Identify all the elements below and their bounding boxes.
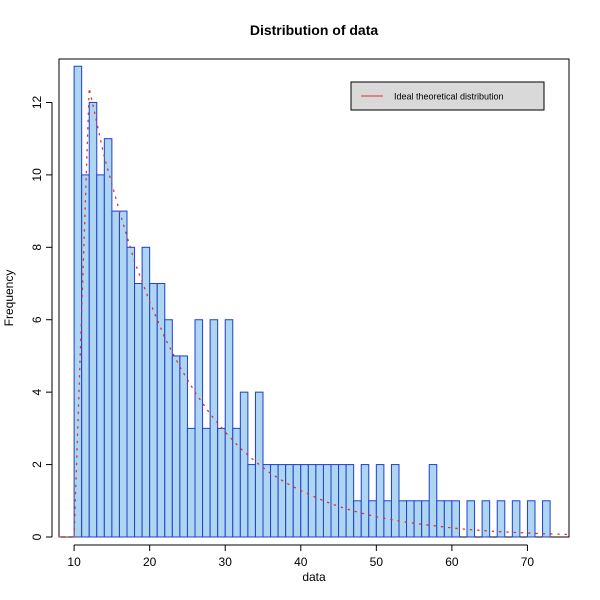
legend: Ideal theoretical distribution: [350, 81, 545, 111]
histogram-bar: [496, 500, 506, 538]
histogram-bar: [103, 138, 113, 538]
y-tick-label: 0: [30, 533, 44, 540]
x-tick-label: 40: [294, 555, 308, 569]
histogram-bar: [186, 427, 196, 538]
theoretical-curve: [58, 87, 570, 538]
histogram-bar: [118, 210, 128, 538]
histogram-bar: [368, 500, 377, 538]
histogram-bar: [421, 500, 430, 538]
histogram-bar: [194, 319, 204, 538]
histogram-bar: [164, 319, 173, 538]
x-axis: 10 20 30 40 50 60 70: [67, 544, 535, 569]
x-axis-label: data: [302, 570, 326, 584]
histogram-bar: [134, 283, 143, 538]
x-tick-label: 60: [445, 555, 459, 569]
histogram-bar: [413, 500, 423, 538]
histogram-bar: [300, 464, 309, 538]
x-tick-label: 10: [67, 555, 81, 569]
histogram-bar: [277, 464, 287, 538]
chart-title: Distribution of data: [250, 22, 379, 38]
histogram-bar: [73, 65, 83, 538]
histogram-bar: [285, 464, 294, 538]
x-tick-label: 50: [370, 555, 384, 569]
x-tick-label: 30: [219, 555, 233, 569]
histogram-bar: [511, 500, 521, 538]
y-tick-label: 6: [30, 316, 44, 323]
histogram-bar: [217, 427, 226, 538]
y-tick-label: 8: [30, 244, 44, 251]
theoretical-curve-line: [58, 87, 570, 538]
y-tick-label: 10: [30, 168, 44, 182]
y-tick-label: 12: [30, 95, 44, 109]
y-tick-label: 2: [30, 461, 44, 468]
histogram-bar: [526, 500, 536, 538]
histogram-bar: [247, 464, 256, 538]
histogram-bar: [171, 355, 181, 538]
legend-box: [350, 81, 545, 111]
histogram-bar: [96, 174, 105, 538]
y-axis: 0 2 4 6 8 10 12: [30, 95, 53, 540]
histogram-bar: [436, 500, 445, 538]
histogram-bar: [360, 464, 370, 538]
histogram-bar: [322, 464, 332, 538]
histogram-bar: [224, 319, 234, 538]
histogram-bar: [330, 464, 340, 538]
histogram-bar: [481, 500, 491, 538]
histogram-bar: [202, 427, 211, 538]
y-axis-label: Frequency: [2, 270, 16, 327]
histogram-bar: [254, 391, 264, 538]
histogram-bar: [179, 355, 188, 538]
histogram-bar: [111, 210, 120, 538]
histogram-bar: [292, 464, 302, 538]
histogram-bar: [270, 464, 279, 538]
histogram-bar: [209, 319, 219, 538]
histogram-bar: [239, 391, 249, 538]
y-tick-label: 4: [30, 388, 44, 395]
histogram-bar: [141, 246, 151, 538]
histogram-bar: [390, 464, 400, 538]
histogram-bar: [315, 464, 324, 538]
histogram-bar: [406, 500, 415, 538]
histogram-bar: [149, 283, 158, 538]
histogram-bar: [338, 464, 347, 538]
legend-label: Ideal theoretical distribution: [394, 92, 504, 102]
x-tick-label: 20: [143, 555, 157, 569]
histogram-bar: [345, 464, 355, 538]
histogram-bar: [353, 500, 362, 538]
x-tick-label: 70: [521, 555, 535, 569]
histogram-bar: [542, 500, 551, 538]
histogram-bar: [262, 464, 272, 538]
histogram-bar: [398, 500, 408, 538]
histogram-bar: [451, 500, 460, 538]
histogram-bar: [466, 500, 476, 538]
histogram-bar: [88, 101, 98, 538]
histogram-bar: [443, 500, 453, 538]
bars-group: [73, 65, 551, 538]
histogram-bar: [126, 246, 136, 538]
histogram-bar: [375, 464, 385, 538]
histogram-bar: [81, 174, 90, 538]
histogram-bar: [307, 464, 317, 538]
